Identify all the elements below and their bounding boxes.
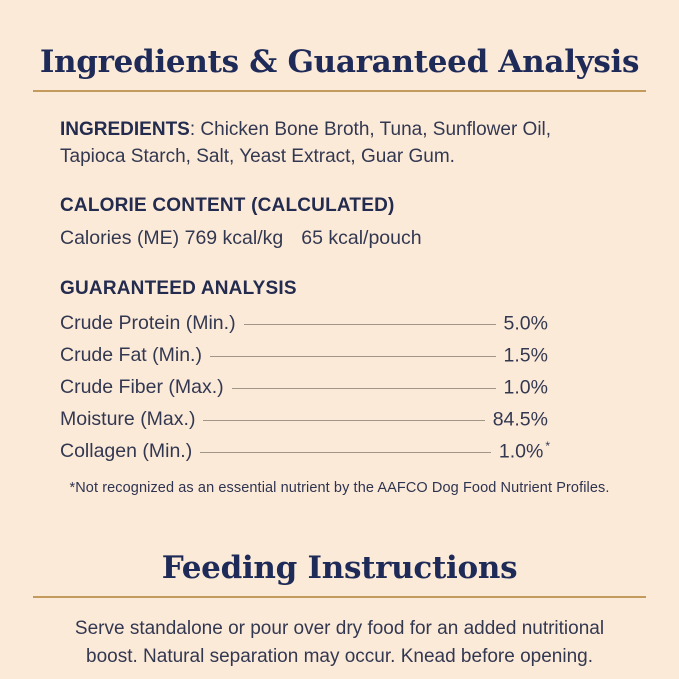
analysis-row-collagen: Collagen (Min.) 1.0% *: [60, 435, 550, 467]
calorie-per-pouch-value: 65 kcal/pouch: [301, 227, 422, 250]
analysis-row-label: Moisture (Max.): [60, 407, 196, 430]
analysis-row-value: 1.0% *: [499, 439, 550, 464]
ingredients-label: INGREDIENTS: [60, 119, 190, 141]
ingredients-analysis-content: INGREDIENTS: Chicken Bone Broth, Tuna, S…: [0, 116, 679, 496]
calorie-content-heading: CALORIE CONTENT (CALCULATED): [60, 195, 395, 217]
leader-line: [231, 387, 496, 389]
analysis-row-value: 1.0%: [504, 375, 550, 400]
footnote-marker: *: [545, 438, 550, 453]
ingredients-list-line1: : Chicken Bone Broth, Tuna, Sunflower Oi…: [189, 119, 552, 141]
analysis-row-crude-protein: Crude Protein (Min.) 5.0%: [60, 307, 550, 339]
calorie-values-line: Calories (ME) 769 kcal/kg 65 kcal/pouch: [60, 225, 623, 251]
ingredients-list-line2: Tapioca Starch, Salt, Yeast Extract, Gua…: [60, 146, 455, 168]
analysis-row-label: Collagen (Min.): [60, 439, 193, 462]
analysis-value-text: 1.0%: [503, 376, 548, 399]
leader-line: [209, 355, 496, 357]
leader-line: [203, 419, 485, 421]
feeding-instructions-paragraph: Serve standalone or pour over dry food f…: [30, 615, 649, 671]
analysis-row-label: Crude Fat (Min.): [60, 343, 202, 366]
leader-line: [243, 323, 496, 325]
analysis-row-moisture: Moisture (Max.) 84.5%: [60, 403, 550, 435]
aafco-footnote: *Not recognized as an essential nutrient…: [69, 480, 610, 497]
feeding-instructions-line2: boost. Natural separation may occur. Kne…: [86, 646, 593, 668]
ingredients-paragraph: INGREDIENTS: Chicken Bone Broth, Tuna, S…: [60, 116, 623, 170]
gold-divider-bottom: [33, 596, 646, 599]
analysis-row-crude-fat: Crude Fat (Min.) 1.5%: [60, 339, 550, 371]
analysis-value-text: 1.5%: [503, 344, 548, 367]
feeding-instructions-line1: Serve standalone or pour over dry food f…: [74, 618, 605, 640]
analysis-value-text: 1.0%: [498, 440, 544, 463]
analysis-row-crude-fiber: Crude Fiber (Max.) 1.0%: [60, 371, 550, 403]
analysis-row-value: 5.0%: [504, 311, 550, 336]
ingredients-analysis-title: Ingredients & Guaranteed Analysis: [39, 44, 640, 80]
analysis-row-value: 1.5%: [504, 343, 550, 368]
calorie-per-kg-value: Calories (ME) 769 kcal/kg: [60, 227, 284, 250]
analysis-value-text: 5.0%: [503, 312, 548, 335]
analysis-value-text: 84.5%: [492, 408, 548, 431]
analysis-row-label: Crude Fiber (Max.): [60, 375, 224, 398]
feeding-instructions-title: Feeding Instructions: [161, 550, 518, 587]
analysis-row-label: Crude Protein (Min.): [60, 311, 236, 334]
gold-divider-top: [33, 90, 646, 93]
guaranteed-analysis-heading: GUARANTEED ANALYSIS: [60, 278, 297, 300]
analysis-row-value: 84.5%: [493, 407, 550, 432]
guaranteed-analysis-table: Crude Protein (Min.) 5.0% Crude Fat (Min…: [60, 307, 550, 467]
leader-line: [200, 451, 491, 453]
